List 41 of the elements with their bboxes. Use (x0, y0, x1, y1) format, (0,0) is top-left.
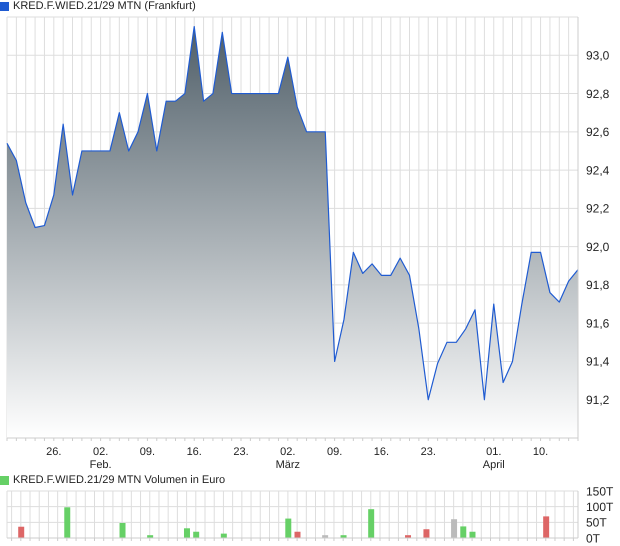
bar (193, 532, 200, 538)
bar (120, 522, 126, 538)
y-tick-label: 92,4 (586, 163, 610, 178)
x-tick-label: 23. (420, 446, 436, 458)
bar (451, 519, 458, 538)
x-tick-label: 26. (46, 446, 62, 458)
x-tick-label: 09. (326, 446, 342, 458)
bar (64, 507, 70, 538)
y-tick-label: 150T (586, 484, 614, 498)
bar (220, 534, 227, 538)
x-tick-label: 10. (532, 446, 548, 458)
x-tick-label: 16. (186, 446, 202, 458)
x-tick-label: 16. (374, 446, 390, 458)
legend-label: KRED.F.WIED.21/29 MTN (Frankfurt) (13, 0, 196, 12)
bar (184, 528, 190, 538)
y-tick-label: 92,2 (586, 202, 610, 216)
y-tick-label: 92,8 (586, 86, 610, 101)
x-tick-label: 23. (233, 446, 249, 458)
y-tick-label: 0T (586, 531, 601, 546)
y-tick-label: 91,4 (586, 354, 610, 369)
y-tick-label: 91,8 (586, 278, 610, 292)
y-tick-label: 93,0 (586, 48, 610, 63)
y-tick-label: 91,6 (586, 316, 610, 330)
y-tick-label: 92,0 (586, 240, 610, 254)
bar (285, 518, 292, 538)
y-tick-label: 92,6 (586, 125, 610, 140)
x-tick-label: 01. April (482, 446, 505, 471)
x-tick-label: 09. (140, 446, 156, 458)
bar (368, 509, 374, 538)
x-tick-label: 02. März (276, 446, 300, 471)
y-tick-label: 91,2 (586, 392, 610, 407)
bar (18, 526, 24, 538)
bar (294, 532, 300, 538)
legend-label: KRED.F.WIED.21/29 MTN Volumen in Euro (13, 474, 226, 486)
x-tick-label: 02. Feb. (90, 446, 112, 471)
y-tick-label: 100T (586, 500, 614, 514)
y-tick-label: 50T (586, 516, 608, 530)
bar (543, 516, 550, 538)
bar (423, 529, 430, 538)
bar (469, 532, 476, 538)
bar (460, 526, 466, 538)
